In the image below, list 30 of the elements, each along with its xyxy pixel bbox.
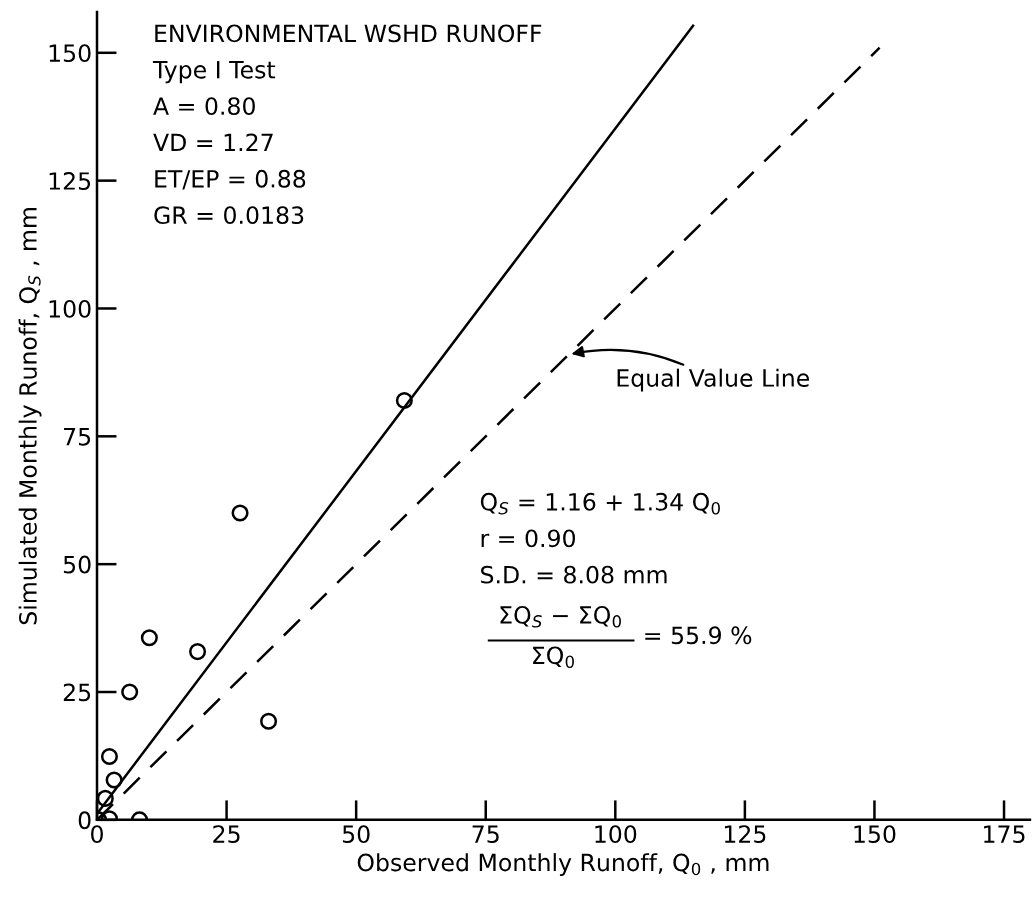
x-tick-label: 175 (984, 825, 1025, 843)
annotation: ET/EP = 0.88 (155, 169, 306, 190)
y-tick-label: 0 (78, 811, 91, 830)
annotation: = 55.9 % (645, 626, 752, 645)
annotation: A = 0.80 (153, 97, 255, 115)
annotation: GR = 0.0183 (154, 206, 304, 225)
x-tick-label: 150 (854, 825, 896, 843)
annotation: S.D. = 8.08 mm (481, 565, 667, 584)
y-tick-label: 150 (49, 44, 91, 63)
annotation: VD = 1.27 (153, 133, 273, 152)
annotation: Equal Value Line (617, 368, 809, 392)
y-tick-label: 100 (49, 299, 91, 318)
x-axis-title: Observed Monthly Runoff, Q$_{0}$ , mm (357, 853, 769, 876)
y-tick-label: 25 (63, 683, 91, 702)
y-axis-title: Simulated Monthly Runoff, Q$_{S}$ , mm (18, 208, 42, 625)
annotation: Q$_{S}$ = 1.16 + 1.34 Q$_{0}$ (480, 492, 720, 515)
x-tick-label: 75 (472, 825, 499, 843)
y-tick-label: 125 (49, 172, 91, 190)
annotation: ΣQ$_{S}$ − ΣQ$_{0}$ (500, 605, 621, 628)
chart-title: ENVIRONMENTAL WSHD RUNOFF (155, 24, 542, 43)
x-tick-label: 50 (342, 825, 370, 843)
y-tick-label: 75 (64, 428, 91, 446)
annotation: ΣQ$_{0}$ (533, 646, 574, 669)
x-tick-label: 100 (595, 825, 637, 843)
x-tick-label: 0 (91, 825, 103, 843)
y-tick-label: 50 (63, 555, 91, 574)
text: Type I Test (152, 61, 276, 84)
annotation: r = 0.90 (481, 529, 576, 548)
x-tick-label: 125 (724, 825, 766, 843)
x-tick-label: 25 (213, 825, 240, 843)
